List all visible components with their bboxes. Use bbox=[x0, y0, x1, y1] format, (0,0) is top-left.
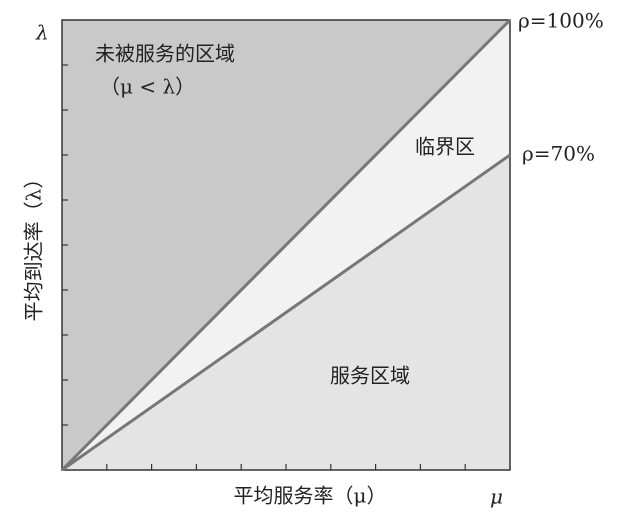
line-label: ρ=100% bbox=[518, 9, 604, 33]
region-label: 服务区域 bbox=[330, 364, 410, 388]
line-label: ρ=70% bbox=[522, 142, 595, 166]
region-label: 临界区 bbox=[415, 135, 475, 159]
x-axis-label: 平均服务率（μ） bbox=[234, 484, 387, 508]
x-axis-end: μ bbox=[490, 485, 503, 509]
line-70 bbox=[61, 153, 511, 472]
region-note: （μ < λ） bbox=[100, 75, 195, 99]
line-100 bbox=[60, 18, 512, 472]
region-label: 未被服务的区域 bbox=[95, 42, 235, 66]
y-axis-label: 平均到达率（λ） bbox=[22, 169, 46, 322]
y-axis-end: λ bbox=[35, 21, 49, 45]
ticks bbox=[62, 64, 466, 470]
